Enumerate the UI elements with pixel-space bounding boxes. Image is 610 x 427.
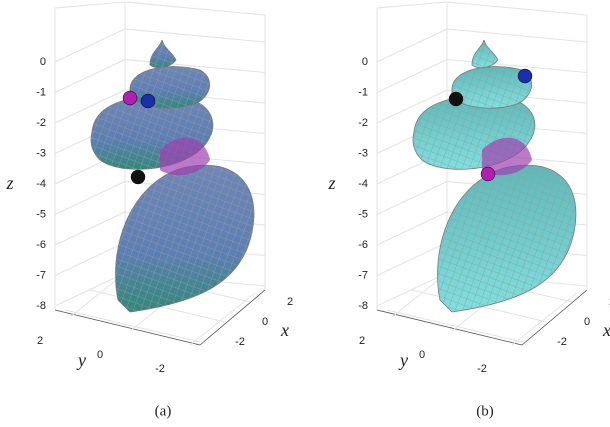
- x-tick-label: 0: [262, 316, 268, 328]
- sphere: [140, 93, 156, 109]
- grid-line: [446, 28, 588, 43]
- grid-line: [446, 59, 588, 73]
- z-tick-label: -5: [36, 208, 46, 220]
- y-tick-label: 0: [419, 349, 425, 361]
- z-tick-label: -6: [358, 239, 368, 251]
- x-tick-label: 0: [584, 316, 590, 328]
- sphere: [130, 169, 146, 185]
- z-tick-label: -1: [358, 86, 368, 98]
- grid-line: [54, 59, 126, 93]
- sphere: [448, 91, 464, 107]
- z-tick-label: -2: [358, 117, 368, 129]
- grid-line: [189, 292, 256, 346]
- grid-line: [511, 292, 578, 346]
- axis-line: [54, 309, 201, 346]
- z-tick-label: -3: [36, 147, 46, 159]
- axis-line: [199, 289, 266, 346]
- grid-line: [124, 59, 266, 73]
- grid-line: [376, 89, 448, 124]
- z-tick-label: -3: [358, 147, 368, 159]
- y-tick-label: -2: [477, 363, 487, 375]
- z-tick-label: -8: [36, 300, 46, 312]
- shell-mesh: [150, 40, 176, 68]
- grid-line: [54, 242, 126, 276]
- box-edge: [124, 1, 266, 16]
- grid-line: [376, 272, 448, 307]
- y-tick-label: 0: [97, 349, 103, 361]
- x-tick-label: -2: [235, 336, 245, 348]
- grid-line: [64, 309, 201, 343]
- y-tick-label: -2: [155, 363, 165, 375]
- y-tick-label: 2: [359, 335, 365, 347]
- z-axis-label: z: [5, 173, 13, 193]
- grid-line: [376, 211, 448, 246]
- x-axis-label: x: [602, 320, 610, 340]
- shell-mesh: [452, 66, 532, 109]
- z-tick-label: -6: [36, 239, 46, 251]
- z-tick-label: -4: [36, 178, 46, 190]
- box-edge: [446, 1, 588, 16]
- z-tick-label: 0: [40, 56, 46, 68]
- grid-line: [376, 59, 448, 93]
- z-tick-label: -8: [358, 300, 368, 312]
- grid-line: [376, 28, 448, 63]
- box-edge: [54, 1, 126, 9]
- shell-inner: [482, 137, 532, 176]
- sphere: [517, 68, 533, 84]
- sphere: [122, 90, 138, 106]
- shell-mesh: [115, 165, 254, 312]
- panel: 0 -1 -2 -3 -4 -5 -6 -7 -8 2 0 -2 2 0 -2 z y x (a): [5, 1, 293, 419]
- caption: (b): [476, 403, 494, 419]
- x-tick-label: -2: [557, 336, 567, 348]
- y-tick-label: 2: [37, 335, 43, 347]
- z-tick-label: -2: [36, 117, 46, 129]
- y-axis-label: y: [398, 350, 408, 370]
- box-edge: [376, 1, 448, 9]
- z-tick-label: -7: [358, 269, 368, 281]
- grid-line: [54, 272, 126, 307]
- sphere: [480, 166, 496, 182]
- panel: 0 -1 -2 -3 -4 -5 -6 -7 -8 2 0 -2 2 0 -2 z y x (b): [327, 1, 610, 419]
- z-tick-label: -5: [358, 208, 368, 220]
- grid-line: [54, 181, 126, 215]
- grid-line: [386, 309, 523, 343]
- axis-line: [521, 289, 588, 346]
- shell-inner: [160, 137, 210, 176]
- shell-mesh: [437, 165, 576, 312]
- axis-line: [376, 309, 523, 346]
- x-tick-label: 2: [609, 296, 610, 308]
- shell-mesh: [472, 40, 498, 68]
- grid-line: [54, 211, 126, 246]
- z-tick-label: -4: [358, 178, 368, 190]
- grid-line: [54, 28, 126, 63]
- x-tick-label: 2: [287, 296, 293, 308]
- z-tick-label: 0: [362, 56, 368, 68]
- z-tick-label: -1: [36, 86, 46, 98]
- grid-line: [376, 181, 448, 215]
- grid-line: [54, 89, 126, 124]
- caption: (a): [155, 403, 172, 419]
- z-tick-label: -7: [36, 269, 46, 281]
- y-axis-label: y: [76, 350, 86, 370]
- z-axis-label: z: [327, 173, 335, 193]
- x-axis-label: x: [280, 320, 289, 340]
- grid-line: [124, 28, 266, 43]
- grid-line: [376, 242, 448, 276]
